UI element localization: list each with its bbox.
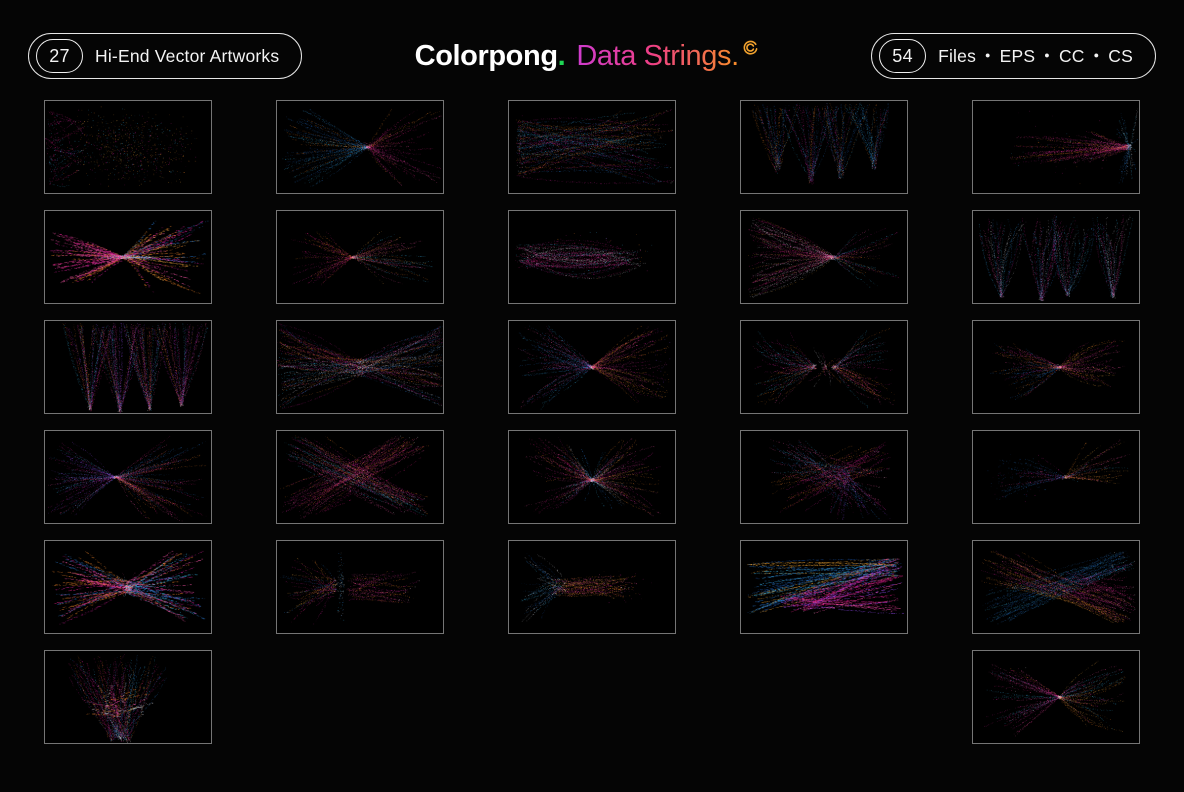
colorpong-mark-icon <box>742 39 759 56</box>
artwork-thumbnail-09[interactable] <box>740 210 908 304</box>
artwork-grid <box>44 100 1140 744</box>
artwork-thumbnail-24[interactable] <box>740 540 908 634</box>
artwork-thumbnail-18[interactable] <box>508 430 676 524</box>
bullet-separator-icon: ● <box>985 50 991 60</box>
artwork-canvas <box>741 431 907 523</box>
artwork-canvas <box>45 321 211 413</box>
artwork-canvas <box>973 651 1139 743</box>
artwork-thumbnail-26[interactable] <box>44 650 212 744</box>
artwork-thumbnail-05[interactable] <box>972 100 1140 194</box>
artwork-thumbnail-20[interactable] <box>972 430 1140 524</box>
artwork-canvas <box>509 431 675 523</box>
artworks-count-badge: 27 Hi-End Vector Artworks <box>28 33 303 79</box>
artwork-canvas <box>741 321 907 413</box>
artwork-thumbnail-21[interactable] <box>44 540 212 634</box>
artwork-canvas <box>45 431 211 523</box>
artwork-thumbnail-08[interactable] <box>508 210 676 304</box>
artwork-canvas <box>973 431 1139 523</box>
artwork-thumbnail-17[interactable] <box>276 430 444 524</box>
brand-name: Colorpong <box>414 40 558 72</box>
artwork-canvas <box>509 321 675 413</box>
artwork-canvas <box>45 541 211 633</box>
artwork-canvas <box>973 321 1139 413</box>
artwork-thumbnail-27[interactable] <box>972 650 1140 744</box>
product-name: Data Strings. <box>576 33 739 79</box>
artwork-thumbnail-13[interactable] <box>508 320 676 414</box>
artwork-thumbnail-02[interactable] <box>276 100 444 194</box>
artwork-thumbnail-06[interactable] <box>44 210 212 304</box>
artwork-canvas <box>277 541 443 633</box>
artwork-thumbnail-03[interactable] <box>508 100 676 194</box>
header: 27 Hi-End Vector Artworks Colorpong. Dat… <box>0 0 1184 79</box>
artwork-canvas <box>277 321 443 413</box>
artwork-thumbnail-11[interactable] <box>44 320 212 414</box>
file-formats-list: Files ● EPS ● CC ● CS <box>938 46 1133 67</box>
artwork-thumbnail-04[interactable] <box>740 100 908 194</box>
brand-dot: . <box>557 40 566 72</box>
artwork-canvas <box>973 101 1139 193</box>
file-format: CC <box>1058 45 1085 66</box>
files-badge: 54 Files ● EPS ● CC ● CS <box>871 33 1156 79</box>
artwork-canvas <box>45 651 211 743</box>
artwork-canvas <box>973 541 1139 633</box>
artwork-thumbnail-10[interactable] <box>972 210 1140 304</box>
artwork-thumbnail-23[interactable] <box>508 540 676 634</box>
artwork-thumbnail-19[interactable] <box>740 430 908 524</box>
file-format: CS <box>1108 45 1133 66</box>
artwork-canvas <box>741 211 907 303</box>
artwork-canvas <box>973 211 1139 303</box>
artwork-thumbnail-01[interactable] <box>44 100 212 194</box>
page-title: Colorpong. Data Strings. <box>415 33 759 79</box>
artwork-thumbnail-25[interactable] <box>972 540 1140 634</box>
main-content <box>0 100 1184 744</box>
artwork-canvas <box>45 101 211 193</box>
artwork-thumbnail-16[interactable] <box>44 430 212 524</box>
artwork-thumbnail-22[interactable] <box>276 540 444 634</box>
files-count: 54 <box>879 39 927 73</box>
artwork-thumbnail-14[interactable] <box>740 320 908 414</box>
bullet-separator-icon: ● <box>1044 50 1050 60</box>
artwork-canvas <box>741 101 907 193</box>
artwork-thumbnail-07[interactable] <box>276 210 444 304</box>
artwork-canvas <box>277 101 443 193</box>
artwork-canvas <box>277 211 443 303</box>
artwork-canvas <box>277 431 443 523</box>
bullet-separator-icon: ● <box>1093 50 1100 60</box>
artwork-canvas <box>509 541 675 633</box>
file-format: EPS <box>999 45 1036 66</box>
artwork-canvas <box>45 211 211 303</box>
artwork-thumbnail-15[interactable] <box>972 320 1140 414</box>
file-format: Files <box>938 45 977 66</box>
artwork-canvas <box>741 541 907 633</box>
artwork-canvas <box>509 211 675 303</box>
artwork-canvas <box>509 101 675 193</box>
artworks-count-label: Hi-End Vector Artworks <box>95 45 280 66</box>
artwork-thumbnail-12[interactable] <box>276 320 444 414</box>
artworks-count: 27 <box>36 39 83 73</box>
